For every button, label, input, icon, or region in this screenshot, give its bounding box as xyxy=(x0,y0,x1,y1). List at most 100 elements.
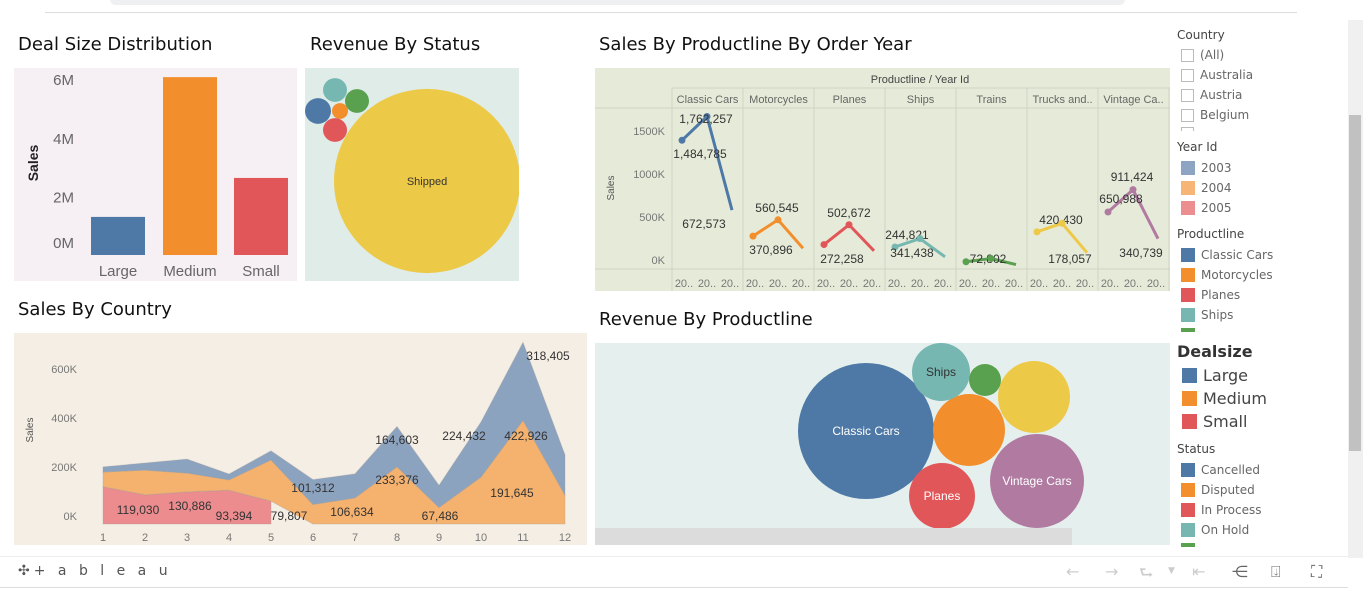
horizontal-scrollbar[interactable] xyxy=(595,528,1072,545)
fullscreen-icon[interactable]: ⛶ xyxy=(1311,562,1323,581)
bubble-label: Vintage Cars xyxy=(1002,474,1071,488)
legend-label: In Process xyxy=(1201,503,1262,517)
status-legend-item[interactable]: Disputed xyxy=(1181,482,1255,498)
year-legend-item[interactable]: 2003 xyxy=(1181,160,1232,176)
checkbox[interactable] xyxy=(1181,68,1194,82)
pane-label: Classic Cars xyxy=(677,94,739,106)
productline-legend-item[interactable]: Motorcycles xyxy=(1181,267,1273,283)
undo-icon[interactable]: ← xyxy=(1066,562,1080,581)
productline-legend-item[interactable]: Classic Cars xyxy=(1181,247,1273,263)
dealsize-legend-item[interactable]: Medium xyxy=(1182,389,1267,408)
swatch xyxy=(1181,161,1195,175)
x-tick-label: Medium xyxy=(163,263,216,280)
x-tick-label: Small xyxy=(242,263,280,280)
productline-legend-item[interactable]: Ships xyxy=(1181,307,1233,323)
tableau-logo-icon: ✣ xyxy=(18,563,34,579)
browser-address-bar xyxy=(110,0,1125,5)
legend-label: 2004 xyxy=(1201,181,1232,195)
bar-medium xyxy=(163,77,217,255)
reset-icon[interactable]: ⇤ xyxy=(1192,562,1206,581)
checkbox[interactable] xyxy=(1181,48,1194,62)
data-label: 79,807 xyxy=(271,509,308,523)
y-tick-label: 1000K xyxy=(633,169,665,181)
swatch xyxy=(1181,483,1195,497)
country-filter-title: Country xyxy=(1177,28,1225,42)
x-tick-label: 20.. xyxy=(1124,278,1142,290)
checkbox[interactable] xyxy=(1181,127,1194,131)
data-point xyxy=(891,243,899,251)
productline-year-line-chart[interactable]: Productline / Year Id 0K 500K 1000K 1500K Sal… xyxy=(595,68,1170,291)
revert-icon[interactable]: ⮑ xyxy=(1139,563,1154,582)
y-tick-label: 400K xyxy=(51,413,77,425)
revenue-productline-title: Revenue By Productline xyxy=(599,309,813,330)
revenue-productline-bubble-chart[interactable]: Classic Cars Vintage Cars Planes Ships xyxy=(595,343,1170,545)
swatch-clipped xyxy=(1181,543,1195,547)
revenue-status-bubble-chart[interactable]: Shipped xyxy=(305,68,519,281)
x-tick-label: 3 xyxy=(184,532,190,544)
dropdown-icon[interactable]: ▼ xyxy=(1168,566,1175,576)
tableau-toolbar: ✣+ a b l e a u ← → ⮑ ▼ ⇤ ⋲ ⍗ ⛶ xyxy=(0,556,1348,588)
status-legend-item[interactable]: Cancelled xyxy=(1181,462,1260,478)
swatch xyxy=(1181,523,1195,537)
download-icon[interactable]: ⍗ xyxy=(1271,562,1281,581)
dealsize-legend-item[interactable]: Large xyxy=(1182,366,1248,385)
checkbox[interactable] xyxy=(1181,88,1194,102)
bar-small xyxy=(234,177,288,255)
swatch xyxy=(1181,181,1195,195)
x-tick-label: 4 xyxy=(226,532,232,544)
country-filter-austria[interactable]: Austria xyxy=(1181,87,1242,103)
x-tick-label: 20.. xyxy=(1147,278,1165,290)
x-tick-label: 7 xyxy=(352,532,358,544)
x-tick-label: 20.. xyxy=(840,278,858,290)
pane-label: Motorcycles xyxy=(749,94,808,106)
x-tick-label: 20.. xyxy=(959,278,977,290)
share-icon[interactable]: ⋲ xyxy=(1232,562,1248,581)
x-tick-label: 20.. xyxy=(817,278,835,290)
pane-label: Ships xyxy=(907,94,935,106)
data-label: 318,405 xyxy=(526,349,570,363)
swatch xyxy=(1182,413,1197,429)
year-legend-item[interactable]: 2005 xyxy=(1181,200,1232,216)
dealsize-legend-item[interactable]: Small xyxy=(1182,412,1247,431)
x-tick-label: Large xyxy=(99,263,137,280)
y-tick-label: 500K xyxy=(639,212,665,224)
country-title: Sales By Country xyxy=(18,299,172,320)
scrollbar-thumb[interactable] xyxy=(1349,115,1361,451)
y-tick-label: 0M xyxy=(53,235,74,252)
bubble-on-hold xyxy=(323,78,347,102)
x-tick-label: 11 xyxy=(517,532,528,544)
y-tick-label: 2M xyxy=(53,189,74,206)
bubble-resolved xyxy=(345,89,369,113)
status-legend-item[interactable]: In Process xyxy=(1181,502,1261,518)
country-filter-all[interactable]: (All) xyxy=(1181,47,1224,63)
legend-label: Planes xyxy=(1201,288,1241,302)
revenue-status-title: Revenue By Status xyxy=(310,34,481,55)
legend-label: On Hold xyxy=(1201,523,1250,537)
deal-size-bar-chart[interactable]: 0M 2M 4M 6M Sales Large Medium Small xyxy=(14,68,297,281)
data-label: 130,886 xyxy=(168,499,212,513)
x-tick-label: 20.. xyxy=(982,278,1000,290)
x-tick-label: 8 xyxy=(394,532,400,544)
country-filter-belgium[interactable]: Belgium xyxy=(1181,107,1249,123)
y-tick-label: 0K xyxy=(64,511,78,523)
redo-icon[interactable]: → xyxy=(1105,562,1119,581)
area-series-2003 xyxy=(102,341,566,509)
country-filter-australia[interactable]: Australia xyxy=(1181,67,1253,83)
tableau-logo[interactable]: ✣+ a b l e a u xyxy=(18,563,172,579)
legend-label: Ships xyxy=(1201,308,1234,322)
data-point xyxy=(987,255,995,263)
data-point xyxy=(1033,228,1041,236)
legend-label: Classic Cars xyxy=(1201,248,1274,262)
status-legend-title: Status xyxy=(1177,442,1216,456)
column-header: Productline / Year Id xyxy=(871,74,969,86)
checkbox[interactable] xyxy=(1181,108,1194,122)
data-point xyxy=(820,241,828,249)
legend-panel: Country (All) Australia Austria Belgium … xyxy=(1170,20,1348,558)
swatch xyxy=(1182,390,1197,406)
x-tick-label: 20.. xyxy=(1101,278,1119,290)
productline-legend-item[interactable]: Planes xyxy=(1181,287,1240,303)
x-tick-label: 20.. xyxy=(675,278,693,290)
status-legend-item[interactable]: On Hold xyxy=(1181,522,1249,538)
year-legend-item[interactable]: 2004 xyxy=(1181,180,1232,196)
